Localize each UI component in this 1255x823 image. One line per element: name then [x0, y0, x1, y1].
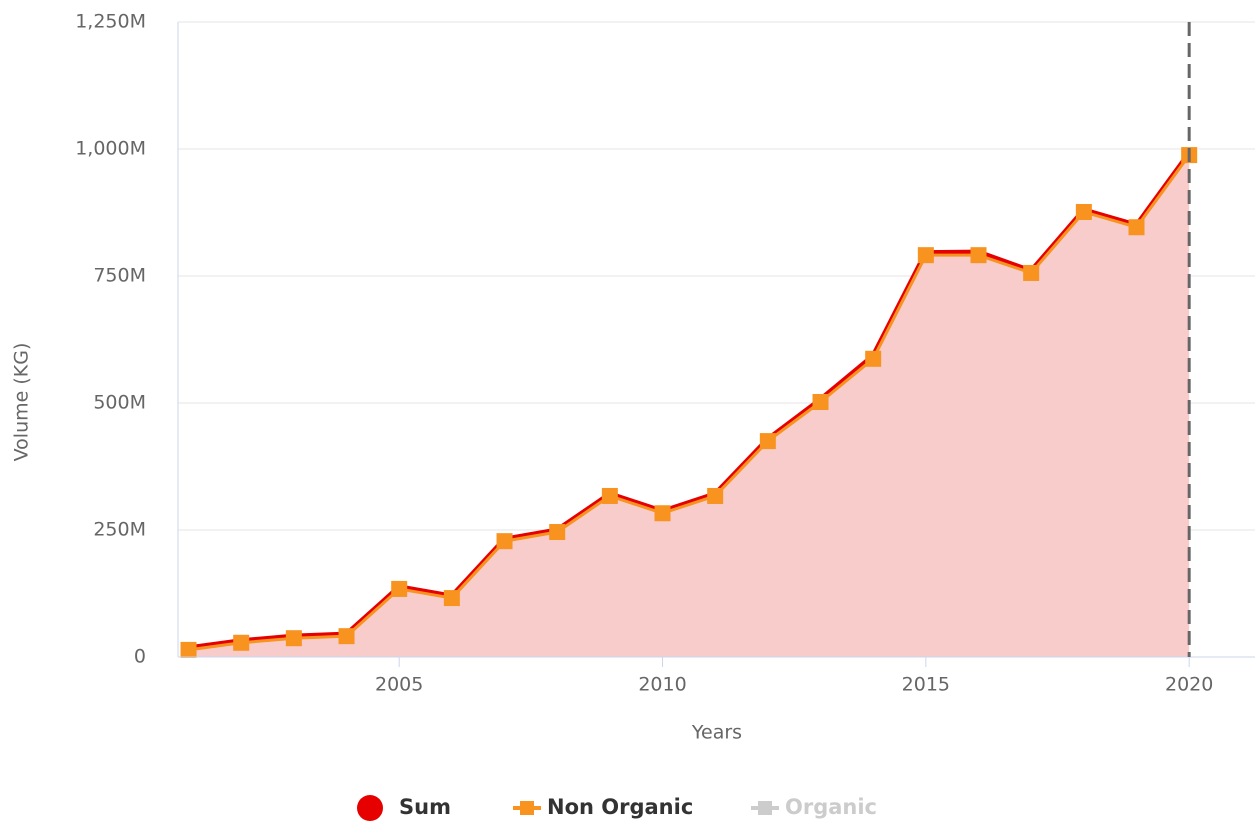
- line: [188, 151, 1192, 651]
- marker: [233, 634, 250, 651]
- marker: [759, 433, 776, 450]
- marker: [338, 628, 355, 645]
- marker: [654, 505, 671, 522]
- y-tick-label: 250M: [93, 519, 146, 541]
- marker: [970, 247, 987, 264]
- marker: [180, 641, 197, 658]
- marker: [1075, 203, 1092, 220]
- legend-symbol: [520, 801, 534, 815]
- y-tick-label: 500M: [93, 392, 146, 414]
- marker: [443, 590, 460, 607]
- legend-label[interactable]: Non Organic: [547, 795, 693, 819]
- marker: [917, 247, 934, 264]
- marker: [707, 487, 724, 504]
- y-tick-label: 0: [134, 646, 146, 668]
- legend-label[interactable]: Organic: [785, 795, 877, 819]
- y-tick-label: 750M: [93, 265, 146, 287]
- marker: [1023, 264, 1040, 281]
- marker: [391, 580, 408, 597]
- x-tick-label: 2015: [902, 674, 950, 696]
- marker: [1128, 219, 1145, 236]
- marker: [549, 524, 566, 541]
- marker: [285, 630, 302, 647]
- marker: [496, 533, 513, 550]
- area: [188, 153, 1190, 657]
- y-axis-label: Volume (KG): [11, 343, 33, 462]
- x-axis-label: Years: [691, 722, 742, 744]
- x-tick-label: 2020: [1165, 674, 1213, 696]
- marker: [812, 393, 829, 410]
- legend-symbol: [357, 795, 383, 821]
- legend-label[interactable]: Sum: [399, 795, 451, 819]
- y-tick-label: 1,000M: [75, 138, 146, 160]
- legend-symbol: [758, 801, 772, 815]
- x-tick-label: 2010: [638, 674, 686, 696]
- marker: [865, 350, 882, 367]
- x-tick-label: 2005: [375, 674, 423, 696]
- line: [188, 154, 1191, 652]
- marker: [601, 487, 618, 504]
- y-tick-label: 1,250M: [75, 11, 146, 33]
